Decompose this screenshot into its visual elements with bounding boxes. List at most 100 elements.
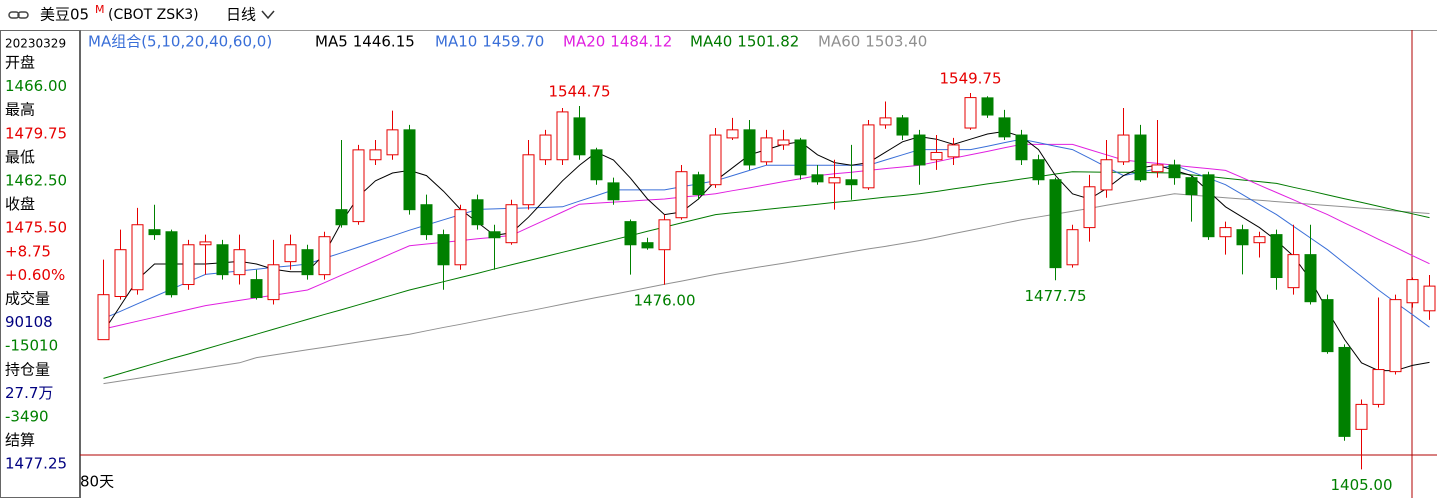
info-line: 27.7万 [5, 384, 53, 402]
candle-body [726, 129, 739, 139]
candle-body [1270, 234, 1283, 279]
legend-value: 1484.12 [610, 33, 672, 51]
candle-body [692, 174, 705, 196]
candle-body [233, 249, 246, 276]
candle-body [1049, 179, 1062, 269]
legend-name: MA5 [315, 33, 348, 51]
candle-body [556, 111, 569, 161]
candle-body [1168, 164, 1181, 179]
candle-body [1304, 254, 1317, 303]
info-date: 20230329 [5, 37, 66, 51]
info-line: +8.75 [5, 242, 51, 260]
candle-body [1355, 403, 1368, 430]
candle-body [165, 231, 178, 296]
candle-body [267, 264, 280, 301]
info-line: 1479.75 [5, 124, 67, 142]
candle-body [1372, 369, 1385, 405]
symbol: 美豆05 [40, 6, 89, 24]
info-line: -3490 [5, 408, 49, 426]
candle-body [335, 209, 348, 226]
candle-body [981, 97, 994, 116]
candle-body [1287, 254, 1300, 289]
legend-value: 1501.82 [737, 33, 799, 51]
candle-body [403, 129, 416, 211]
candle-body [1389, 299, 1402, 373]
candle-body [369, 149, 382, 161]
info-line: 最低 [5, 148, 35, 166]
low-label: 1477.75 [1024, 287, 1086, 305]
ma-legend-title[interactable]: MA组合(5,10,20,40,60,0) [88, 33, 272, 51]
info-line: 1477.25 [5, 455, 67, 473]
range-label: 80天 [80, 473, 114, 491]
candle-body [539, 134, 552, 161]
info-line: 收盘 [5, 195, 35, 213]
candle-body [216, 244, 229, 276]
info-line: 90108 [5, 313, 53, 331]
candle-body [573, 117, 586, 156]
candle-body [1100, 159, 1113, 191]
candle-body [641, 242, 654, 249]
candle-body [488, 231, 501, 239]
candle-body [1321, 299, 1334, 353]
info-line: 成交量 [5, 290, 50, 308]
candle-body [1423, 285, 1436, 312]
candle-body [131, 224, 144, 291]
candle-body [828, 177, 841, 184]
contract-code: (CBOT ZSK3) [108, 7, 199, 23]
candle-body [1032, 159, 1045, 181]
candle-body [1406, 279, 1419, 304]
candle-body [1134, 134, 1147, 181]
candle-body [454, 209, 467, 266]
info-line: 持仓量 [5, 360, 50, 378]
candle-body [777, 139, 790, 146]
candle-body [1202, 174, 1215, 238]
legend-value: 1446.15 [353, 33, 415, 51]
candle-body [420, 204, 433, 236]
candle-body [1151, 164, 1164, 173]
info-line: 结算 [5, 431, 35, 449]
info-line: 1466.00 [5, 77, 67, 95]
candle-body [284, 244, 297, 263]
low-label: 1476.00 [633, 291, 695, 309]
candle-body [1015, 134, 1028, 161]
high-label: 1549.75 [939, 70, 1001, 88]
legend-value: 1459.70 [482, 33, 544, 51]
candle-body [1117, 134, 1130, 163]
dropdown-arrow[interactable] [261, 10, 275, 20]
candle-body [352, 149, 365, 223]
info-line: 1475.50 [5, 219, 67, 237]
candle-body [1066, 229, 1079, 266]
candle-body [182, 244, 195, 286]
candle-body [505, 204, 518, 244]
candle-body [1083, 186, 1096, 229]
candle-body [862, 124, 875, 189]
legend-name: MA40 [690, 33, 732, 51]
candle-body [199, 241, 212, 246]
candle-body [658, 219, 671, 251]
candle-body [1219, 227, 1232, 238]
info-line: 最高 [5, 101, 35, 119]
candle-body [709, 134, 722, 186]
candle-body [1338, 346, 1351, 437]
candle-body [947, 144, 960, 158]
candle-body [318, 236, 331, 276]
info-line: 1462.50 [5, 172, 67, 190]
candle-body [913, 134, 926, 166]
legend-name: MA10 [435, 33, 477, 51]
candle-body [624, 221, 637, 246]
period-selector[interactable]: 日线 [226, 6, 256, 24]
info-line: 开盘 [5, 54, 35, 72]
candle-body [879, 117, 892, 126]
candle-body [301, 249, 314, 276]
candle-body [964, 97, 977, 129]
candle-body [760, 137, 773, 163]
candle-body [743, 129, 756, 166]
legend-value: 1503.40 [865, 33, 927, 51]
info-panel [0, 30, 80, 498]
high-label: 1544.75 [548, 83, 610, 101]
info-line: +0.60% [5, 266, 65, 284]
candle-body [1253, 236, 1266, 244]
